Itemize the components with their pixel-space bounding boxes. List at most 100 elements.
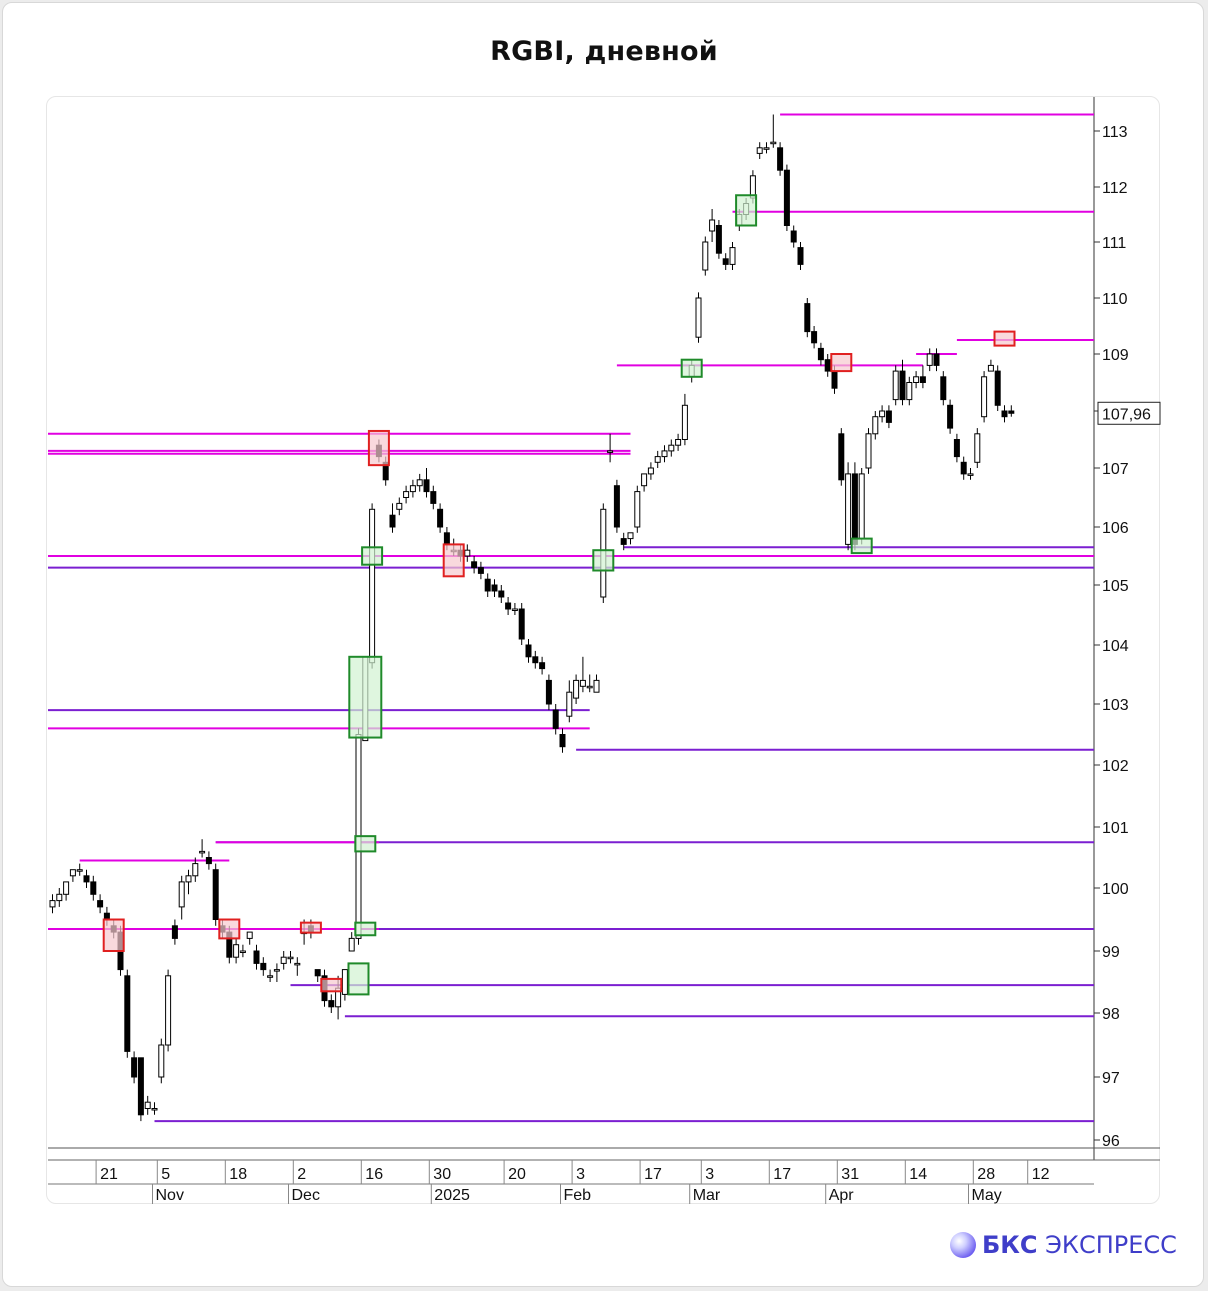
candle-up bbox=[872, 416, 879, 435]
candle-up bbox=[593, 679, 600, 693]
candle-down bbox=[124, 975, 131, 1052]
candle-down bbox=[314, 969, 321, 977]
candle-down bbox=[885, 410, 892, 423]
candle-down bbox=[613, 485, 620, 528]
candle-up bbox=[729, 247, 736, 265]
y-tick-label: 96 bbox=[1102, 1133, 1120, 1150]
candle-up bbox=[892, 370, 899, 401]
candle-down bbox=[539, 662, 546, 670]
candle-up bbox=[151, 1108, 158, 1111]
support-box bbox=[361, 546, 384, 566]
x-month-label: Apr bbox=[829, 1187, 855, 1204]
chart-title: RGBI, дневной bbox=[490, 36, 718, 67]
candle-up bbox=[967, 473, 974, 476]
y-tick-label: 113 bbox=[1102, 124, 1128, 141]
candle-up bbox=[280, 956, 287, 964]
candle-down bbox=[253, 950, 260, 964]
candle-down bbox=[260, 962, 267, 971]
candle-up bbox=[763, 147, 770, 150]
y-tick-label: 107 bbox=[1102, 461, 1129, 478]
candle-down bbox=[899, 370, 906, 401]
candle-down bbox=[831, 370, 838, 389]
x-day-label: 3 bbox=[705, 1166, 714, 1183]
candle-up bbox=[607, 450, 614, 453]
candles-group bbox=[49, 114, 1015, 1122]
y-tick-label: 103 bbox=[1102, 697, 1129, 714]
candle-down bbox=[783, 169, 790, 226]
candle-down bbox=[559, 734, 566, 748]
candle-down bbox=[389, 514, 396, 528]
resistance-box bbox=[218, 918, 241, 940]
candle-up bbox=[192, 863, 199, 877]
last-price-box bbox=[1097, 401, 1161, 425]
candle-down bbox=[97, 900, 104, 908]
candle-up bbox=[341, 969, 348, 995]
candle-down bbox=[205, 857, 212, 865]
candle-down bbox=[525, 644, 532, 658]
support-box bbox=[735, 194, 758, 227]
candle-up bbox=[634, 491, 641, 528]
brand-name-bold: БКС bbox=[982, 1231, 1038, 1259]
candle-down bbox=[1008, 410, 1015, 414]
candle-up bbox=[464, 549, 471, 557]
candle-down bbox=[933, 353, 940, 366]
candle-down bbox=[790, 230, 797, 243]
candle-up bbox=[144, 1101, 151, 1109]
candle-up bbox=[974, 433, 981, 463]
resistance-box bbox=[830, 353, 853, 373]
candle-up bbox=[178, 881, 185, 908]
candle-down bbox=[824, 359, 831, 372]
candle-up bbox=[661, 450, 668, 458]
candle-up bbox=[294, 962, 301, 966]
candle-down bbox=[477, 567, 484, 574]
candle-up bbox=[709, 219, 716, 232]
resistance-box bbox=[993, 330, 1016, 347]
support-box bbox=[354, 835, 377, 853]
candle-down bbox=[838, 433, 845, 481]
candle-up bbox=[858, 473, 865, 540]
x-day-label: 21 bbox=[100, 1166, 118, 1183]
candle-down bbox=[797, 247, 804, 265]
candle-up bbox=[267, 975, 274, 978]
x-month-label: Nov bbox=[156, 1187, 184, 1204]
candle-up bbox=[273, 969, 280, 972]
candle-up bbox=[675, 439, 682, 446]
candle-down bbox=[471, 561, 478, 569]
candle-up bbox=[586, 685, 593, 689]
candle-up bbox=[906, 382, 913, 401]
x-month-label: 2025 bbox=[434, 1187, 470, 1204]
x-day-label: 20 bbox=[508, 1166, 526, 1183]
candle-down bbox=[994, 370, 1001, 406]
candle-up bbox=[403, 491, 410, 499]
candle-up bbox=[647, 467, 654, 475]
x-day-label: 28 bbox=[977, 1166, 995, 1183]
candle-down bbox=[953, 439, 960, 458]
candle-down bbox=[484, 578, 491, 592]
candle-up bbox=[76, 869, 83, 872]
candle-down bbox=[131, 1057, 138, 1078]
resistance-box bbox=[367, 429, 390, 467]
candle-down bbox=[171, 925, 178, 939]
x-day-label: 17 bbox=[644, 1166, 662, 1183]
candle-up bbox=[511, 608, 518, 611]
candle-up bbox=[981, 376, 988, 418]
candle-down bbox=[545, 679, 552, 705]
resistance-box bbox=[102, 918, 125, 952]
candle-down bbox=[1001, 410, 1008, 418]
support-box bbox=[347, 962, 370, 996]
x-day-label: 12 bbox=[1032, 1166, 1050, 1183]
x-day-label: 31 bbox=[841, 1166, 859, 1183]
y-tick-label: 102 bbox=[1102, 758, 1129, 775]
candle-up bbox=[579, 679, 586, 687]
candle-up bbox=[199, 850, 206, 854]
x-day-label: 14 bbox=[909, 1166, 927, 1183]
candle-up bbox=[654, 456, 661, 463]
plot-frame bbox=[46, 96, 1160, 1204]
candle-down bbox=[777, 147, 784, 171]
x-day-label: 2 bbox=[297, 1166, 306, 1183]
support-box bbox=[348, 655, 383, 739]
candle-down bbox=[851, 473, 858, 545]
brand-logo: БКС ЭКСПРЕСС bbox=[950, 1230, 1177, 1260]
candle-up bbox=[239, 950, 246, 953]
